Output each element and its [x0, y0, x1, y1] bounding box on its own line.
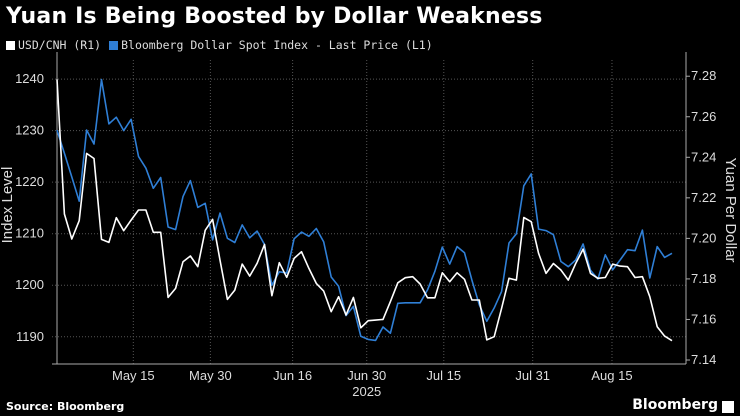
- series-line-dollar-index: [56, 78, 673, 342]
- legend: USD/CNH (R1) Bloomberg Dollar Spot Index…: [6, 38, 433, 52]
- left-tick-label: 1190: [16, 329, 44, 344]
- right-tick-label: 7.20: [691, 230, 716, 245]
- bloomberg-logo: Bloomberg: [632, 397, 718, 413]
- right-tick-label: 7.22: [691, 190, 716, 205]
- x-tick-label: Aug 15: [591, 368, 632, 383]
- legend-swatch-white: [6, 41, 15, 50]
- source-note: Source: Bloomberg: [6, 400, 125, 413]
- right-tick-label: 7.28: [691, 68, 716, 83]
- legend-item-usdcnh: USD/CNH (R1): [6, 38, 101, 52]
- chart-title: Yuan Is Being Boosted by Dollar Weakness: [6, 4, 543, 29]
- legend-label: Bloomberg Dollar Spot Index - Last Price…: [121, 38, 433, 52]
- right-tick-label: 7.14: [691, 352, 716, 367]
- left-tick-label: 1200: [15, 277, 44, 292]
- x-tick-label: Jun 16: [273, 368, 312, 383]
- right-tick-label: 7.16: [691, 311, 716, 326]
- right-tick-label: 7.18: [691, 271, 716, 286]
- x-tick-label: May 30: [189, 368, 232, 383]
- x-tick-label: Jun 30: [347, 368, 386, 383]
- left-tick-label: 1210: [15, 226, 44, 241]
- left-tick-label: 1230: [15, 123, 44, 138]
- x-tick-label: Jul 31: [515, 368, 550, 383]
- right-axis-title: Yuan Per Dollar: [722, 157, 739, 262]
- legend-swatch-blue: [109, 41, 119, 50]
- left-axis-title: Index Level: [0, 167, 16, 244]
- legend-item-dollar-index: Bloomberg Dollar Spot Index - Last Price…: [109, 38, 433, 52]
- legend-label: USD/CNH (R1): [18, 38, 102, 52]
- right-tick-label: 7.24: [691, 149, 716, 164]
- left-tick-label: 1240: [15, 71, 44, 86]
- x-axis-year-label: 2025: [352, 384, 381, 399]
- series-line-usdcnh: [56, 79, 673, 342]
- bloomberg-logo-mark-icon: [722, 401, 734, 413]
- right-tick-label: 7.26: [691, 109, 716, 124]
- x-tick-label: Jul 15: [426, 368, 461, 383]
- left-tick-label: 1220: [15, 174, 44, 189]
- x-tick-label: May 15: [112, 368, 155, 383]
